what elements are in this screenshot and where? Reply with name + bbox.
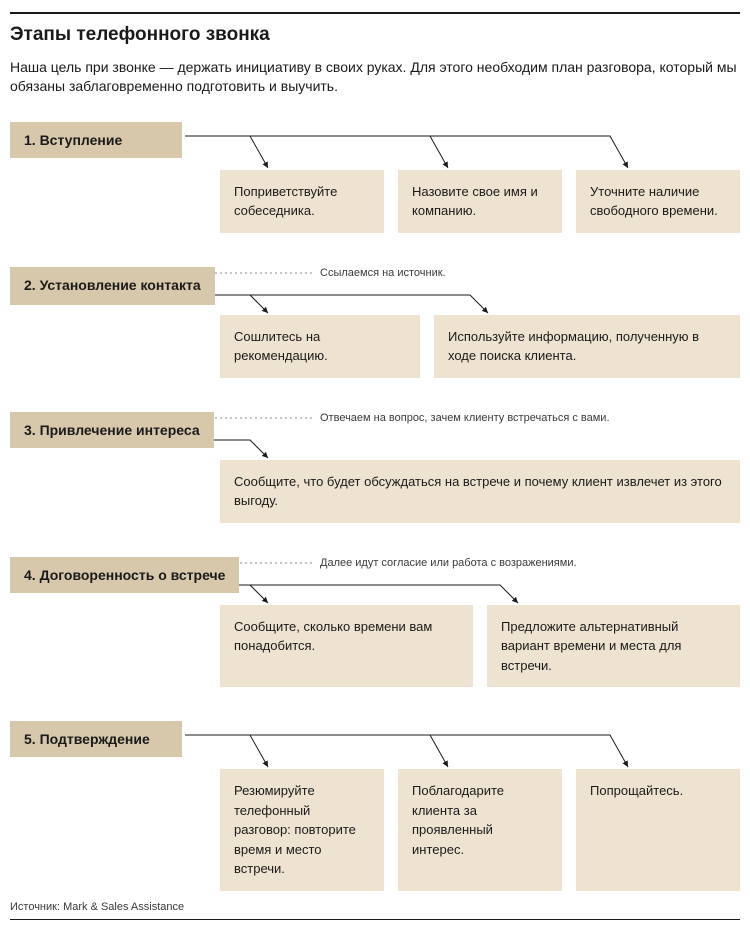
stage-3-note: Отвечаем на вопрос, зачем клиенту встреч… (320, 412, 610, 424)
stage-4-sub-1: Сообщите, сколько времени вам понадобитс… (220, 605, 473, 688)
stage-1-sub-2: Назовите свое имя и компанию. (398, 170, 562, 233)
bottom-rule (10, 919, 740, 920)
stage-4-sub-2: Предложите альтернативный вариант времен… (487, 605, 740, 688)
intro-text: Наша цель при звонке — держать инициатив… (10, 58, 740, 96)
stage-2-note: Ссылаемся на источник. (320, 267, 446, 279)
stage-1-sub-3: Уточните наличие свободного времени. (576, 170, 740, 233)
stage-1: 1. Вступление Поприветствуйте собеседник… (10, 122, 740, 233)
stage-5-sub-2: Поблагодарите клиента за проявленный инт… (398, 769, 562, 891)
stage-3: 3. Привлечение интереса Отвечаем на вопр… (10, 412, 740, 523)
stage-3-subs: Сообщите, что будет обсуждаться на встре… (220, 412, 740, 523)
stage-5-label: 5. Подтверждение (10, 721, 182, 757)
stage-4-label: 4. Договоренность о встрече (10, 557, 239, 593)
stage-3-label: 3. Привлечение интереса (10, 412, 214, 448)
stage-5-sub-3: Попрощайтесь. (576, 769, 740, 891)
top-rule (10, 12, 740, 14)
stage-1-subs: Поприветствуйте собеседника. Назовите св… (220, 122, 740, 233)
stage-2-label: 2. Установление контакта (10, 267, 215, 305)
stage-5-subs: Резюмируйте телефонный разговор: повтори… (220, 721, 740, 891)
stage-4-note: Далее идут согласие или работа с возраже… (320, 557, 577, 569)
page-title: Этапы телефонного звонка (10, 24, 740, 46)
source-text: Источник: Mark & Sales Assistance (10, 901, 740, 913)
stage-3-sub-1: Сообщите, что будет обсуждаться на встре… (220, 460, 740, 523)
stage-4: 4. Договоренность о встрече Далее идут с… (10, 557, 740, 688)
stage-2: 2. Установление контакта Ссылаемся на ис… (10, 267, 740, 378)
stage-4-subs: Сообщите, сколько времени вам понадобитс… (220, 557, 740, 688)
stage-5-sub-1: Резюмируйте телефонный разговор: повтори… (220, 769, 384, 891)
stage-1-sub-1: Поприветствуйте собеседника. (220, 170, 384, 233)
stage-2-sub-1: Сошлитесь на рекомендацию. (220, 315, 420, 378)
stage-2-subs: Сошлитесь на рекомендацию. Используйте и… (220, 267, 740, 378)
stage-1-label: 1. Вступление (10, 122, 182, 158)
stage-2-sub-2: Используйте информацию, полученную в ход… (434, 315, 740, 378)
stage-5: 5. Подтверждение Резюмируйте телефонный … (10, 721, 740, 891)
